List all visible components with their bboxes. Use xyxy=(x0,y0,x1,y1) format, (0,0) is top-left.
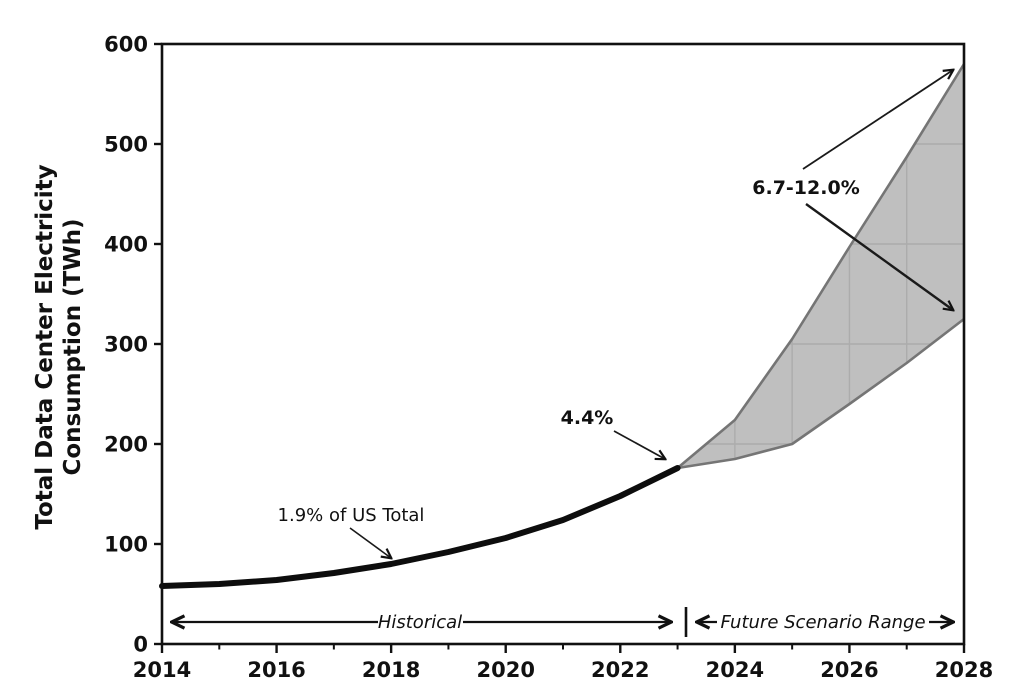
annotation-share-2028-arrow-low xyxy=(805,203,953,310)
annotation-share-2018-text: 1.9% of US Total xyxy=(278,505,425,526)
annotation-share-2018: 1.9% of US Total xyxy=(278,505,425,558)
y-tick-label: 400 xyxy=(104,233,148,257)
x-tick-label: 2020 xyxy=(476,658,534,682)
y-tick-label: 100 xyxy=(104,533,148,557)
band-upper-edge xyxy=(676,63,966,469)
y-axis-title: Total Data Center Electricity Consumptio… xyxy=(32,164,86,529)
scenario-band-layer xyxy=(676,63,966,470)
x-tick-label: 2026 xyxy=(820,658,878,682)
y-axis-title-line2: Consumption (TWh) xyxy=(60,218,86,475)
x-tick-label: 2018 xyxy=(362,658,420,682)
y-axis-title-line1: Total Data Center Electricity xyxy=(32,164,58,529)
series-layer xyxy=(159,465,681,589)
x-tick-label: 2028 xyxy=(935,658,993,682)
band-gridlines xyxy=(677,64,964,468)
annotation-share-2023-text: 4.4% xyxy=(561,407,614,429)
band-lower-edge xyxy=(677,317,965,470)
annotation-share-2018-arrow xyxy=(349,527,391,558)
annotation-future-span: Future Scenario Range xyxy=(697,612,953,633)
x-tick-label: 2022 xyxy=(591,658,649,682)
historical-line xyxy=(159,465,681,589)
x-tick-label: 2014 xyxy=(133,658,191,682)
y-tick-label: 200 xyxy=(104,433,148,457)
annotation-share-2028-text: 6.7-12.0% xyxy=(752,177,859,199)
y-tick-label: 300 xyxy=(104,333,148,357)
axis-tick-labels-layer: 0 100 200 300 400 500 600 2014 2016 2018 2020 2022 2… xyxy=(104,33,993,683)
annotation-share-2023: 4.4% xyxy=(561,407,665,459)
y-tick-label: 500 xyxy=(104,133,148,157)
historical-span-label: Historical xyxy=(378,612,462,633)
annotation-share-2023-arrow xyxy=(613,430,665,459)
annotation-share-2028: 6.7-12.0% xyxy=(752,70,953,310)
scenario-band xyxy=(677,64,964,468)
annotation-share-2028-arrow-high xyxy=(802,70,953,170)
y-tick-label: 600 xyxy=(104,33,148,57)
annotation-historical-span: Historical xyxy=(172,612,671,633)
axis-ticks-layer xyxy=(154,42,966,653)
future-span-label: Future Scenario Range xyxy=(720,612,925,633)
x-tick-label: 2024 xyxy=(706,658,764,682)
y-tick-label: 0 xyxy=(133,633,148,657)
x-tick-label: 2016 xyxy=(247,658,305,682)
